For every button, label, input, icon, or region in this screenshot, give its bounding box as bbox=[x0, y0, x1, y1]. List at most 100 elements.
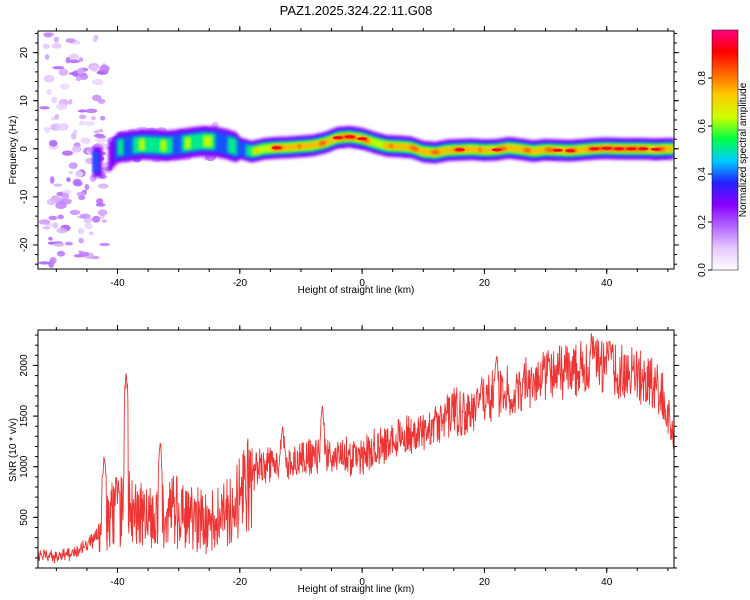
heat-speckle bbox=[96, 198, 104, 205]
spectrogram-heatmap bbox=[38, 32, 674, 268]
heat-speckle bbox=[49, 176, 55, 184]
heat-band bbox=[132, 136, 173, 154]
heat-speckle bbox=[65, 38, 76, 43]
heat-speckle bbox=[79, 251, 90, 257]
heat-speckle bbox=[55, 201, 67, 209]
heat-peak bbox=[455, 148, 465, 152]
heat-speckle bbox=[77, 109, 88, 113]
heat-speckle bbox=[68, 99, 73, 105]
heat-speckle bbox=[75, 75, 82, 82]
heat-speckle bbox=[51, 42, 62, 49]
heat-speckle bbox=[51, 96, 58, 104]
heat-speckle bbox=[52, 66, 65, 70]
heat-peak bbox=[638, 147, 649, 151]
colorbar-ticks: 0.0 0.2 0.4 0.6 0.8 bbox=[697, 71, 712, 277]
heat-speckle bbox=[53, 242, 65, 247]
colorbar-tick-label: 0.4 bbox=[697, 167, 708, 181]
heat-speckle bbox=[42, 226, 51, 230]
heat-speckle bbox=[49, 256, 57, 264]
heat-band bbox=[431, 150, 440, 154]
snr-ytick-label: 500 bbox=[19, 509, 30, 526]
heat-peak bbox=[491, 148, 502, 152]
heat-speckle bbox=[38, 261, 51, 265]
heat-band bbox=[227, 136, 237, 156]
heat-peak bbox=[650, 147, 661, 151]
heat-speckle bbox=[69, 209, 81, 215]
heat-peak bbox=[589, 147, 600, 151]
heat-peak bbox=[601, 146, 612, 150]
heat-speckle bbox=[80, 137, 91, 144]
snr-ylabel: SNR (10 * v/v) bbox=[8, 418, 19, 482]
heat-speckle bbox=[50, 124, 56, 130]
snr-xlabel: Height of straight line (km) bbox=[298, 584, 415, 595]
heat-speckle bbox=[71, 145, 82, 153]
colorbar-frame bbox=[711, 29, 739, 271]
heat-speckle bbox=[56, 250, 66, 257]
snr-panel: -40 -20 0 20 40 500 1000 1500 2000 Height of str… bbox=[8, 325, 679, 595]
heat-peak bbox=[332, 136, 343, 140]
heat-speckle bbox=[68, 170, 73, 175]
heat-speckle bbox=[84, 121, 95, 126]
heat-speckle bbox=[64, 241, 73, 246]
heat-speckle bbox=[99, 242, 110, 247]
heat-speckle bbox=[78, 195, 86, 201]
heat-peak bbox=[626, 147, 637, 151]
heat-band bbox=[184, 136, 191, 150]
heat-peak bbox=[271, 146, 282, 150]
heat-speckle bbox=[88, 231, 94, 236]
heat-speckle bbox=[97, 183, 109, 189]
snr-ytick-label: 1000 bbox=[19, 455, 30, 478]
spectrogram-xtick-label: -20 bbox=[233, 278, 248, 289]
heat-speckle bbox=[44, 54, 50, 60]
heat-band bbox=[93, 151, 100, 173]
heat-band bbox=[117, 138, 124, 156]
spectrogram-ytick-label: -20 bbox=[19, 237, 30, 252]
heat-speckle bbox=[69, 53, 79, 60]
snr-series-line bbox=[38, 332, 674, 564]
heat-speckle bbox=[62, 192, 70, 200]
spectrogram-panel: -40 -20 0 20 40 -20 -10 0 10 20 Height of straigh… bbox=[8, 26, 679, 296]
heat-speckle bbox=[56, 103, 68, 111]
heat-band bbox=[319, 141, 326, 146]
heat-speckle bbox=[79, 120, 85, 126]
colorbar-tick-label: 0.6 bbox=[697, 119, 708, 133]
heat-speckle bbox=[85, 108, 98, 114]
heat-speckle bbox=[48, 139, 58, 147]
heat-speckle bbox=[61, 150, 74, 156]
heat-speckle bbox=[53, 183, 63, 187]
heat-band bbox=[203, 135, 213, 148]
chart-title: PAZ1.2025.324.22.11.G08 bbox=[280, 3, 433, 18]
heat-speckle bbox=[46, 198, 56, 206]
heat-speckle bbox=[85, 157, 95, 165]
heat-speckle bbox=[99, 64, 110, 73]
heat-band bbox=[389, 144, 393, 148]
heat-speckle bbox=[72, 178, 82, 187]
heat-speckle bbox=[76, 191, 87, 197]
heat-speckle bbox=[98, 129, 104, 133]
colorbar-label: Normalized spectral amplitude bbox=[738, 82, 749, 217]
heat-speckle bbox=[96, 134, 106, 139]
spectrogram-xtick-label: -40 bbox=[110, 278, 125, 289]
spectrogram-ylabel: Frequency (Hz) bbox=[8, 116, 19, 185]
snr-xtick-label: 0 bbox=[359, 577, 365, 588]
snr-xtick-label: 20 bbox=[479, 577, 491, 588]
heat-speckle bbox=[46, 89, 52, 96]
heat-speckle bbox=[68, 72, 79, 76]
heat-speckle bbox=[97, 209, 108, 216]
heat-speckle bbox=[68, 162, 78, 170]
spectrogram-xtick-label: 40 bbox=[601, 278, 613, 289]
heat-speckle bbox=[79, 213, 91, 219]
heat-speckle bbox=[78, 73, 89, 80]
heat-speckle bbox=[48, 236, 53, 241]
colorbar-tick-label: 0.2 bbox=[697, 215, 708, 229]
heat-band bbox=[297, 145, 301, 149]
heat-speckle bbox=[57, 214, 64, 220]
heat-speckle bbox=[56, 227, 68, 234]
spectrogram-ytick-label: -10 bbox=[19, 189, 30, 204]
heat-band bbox=[524, 148, 531, 153]
heat-peak bbox=[552, 148, 563, 152]
heat-band bbox=[545, 148, 555, 152]
heat-speckle bbox=[92, 94, 102, 102]
heat-band bbox=[478, 148, 482, 152]
